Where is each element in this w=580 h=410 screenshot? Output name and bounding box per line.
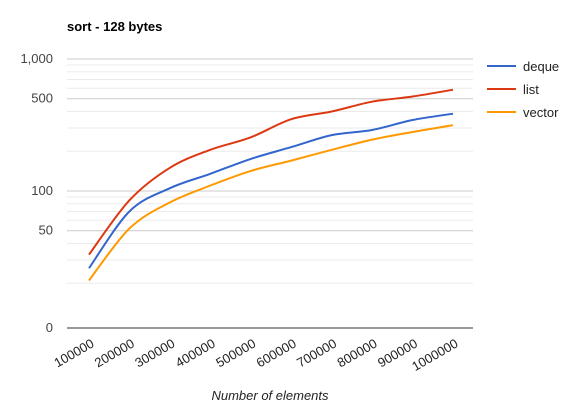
series-lines (88, 88, 454, 282)
x-tick-label: 400000 (173, 336, 218, 371)
legend[interactable]: deque list vector (487, 59, 559, 120)
grid (67, 58, 473, 284)
legend-label-list[interactable]: list (523, 82, 539, 97)
x-tick-label: 700000 (294, 336, 339, 371)
y-tick-label: 50 (39, 223, 53, 238)
x-tick-label: 300000 (132, 336, 177, 371)
x-axis-label: Number of elements (211, 388, 329, 403)
y-tick-label: 0 (46, 320, 53, 335)
y-tick-label: 100 (31, 183, 53, 198)
y-tick-label: 1,000 (20, 51, 53, 66)
series-line-vector[interactable] (88, 124, 454, 282)
y-tick-label: 500 (31, 91, 53, 106)
legend-label-vector[interactable]: vector (523, 105, 559, 120)
x-tick-label: 800000 (335, 336, 380, 371)
legend-label-deque[interactable]: deque (523, 59, 559, 74)
chart-title: sort - 128 bytes (67, 19, 162, 34)
series-line-list[interactable] (88, 88, 454, 256)
x-tick-label: 200000 (92, 336, 137, 371)
x-tick-label: 500000 (213, 336, 258, 371)
x-tick-label: 600000 (254, 336, 299, 371)
x-tick-label: 1000000 (409, 336, 460, 374)
series-line-deque[interactable] (88, 112, 454, 269)
x-tick-label: 100000 (51, 336, 96, 371)
x-axis-ticks: 1000002000003000004000005000006000007000… (51, 336, 460, 374)
